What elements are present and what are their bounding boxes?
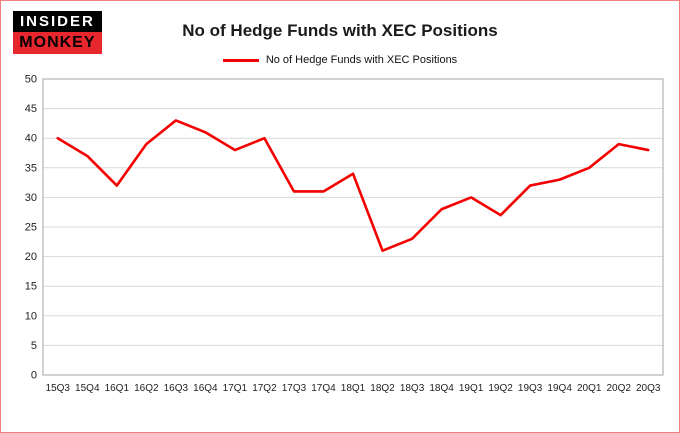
y-axis-tick-label: 20: [25, 251, 37, 263]
y-axis-tick-label: 40: [25, 133, 37, 145]
y-axis-tick-label: 45: [25, 103, 37, 115]
x-axis-tick-label: 17Q3: [282, 383, 307, 394]
y-axis-tick-label: 15: [25, 281, 37, 293]
data-line: [56, 119, 650, 252]
y-axis-tick-label: 0: [31, 370, 37, 382]
logo-text-insider: INSIDER: [13, 11, 102, 32]
line-chart: 0 5 10 15 20 25 30 35 40 45 50 15Q3 15Q4 16Q1 16Q2 16Q3…: [9, 71, 671, 414]
x-axis-tick-label: 16Q4: [193, 383, 218, 394]
x-axis-tick-label: 18Q4: [429, 383, 454, 394]
x-axis-tick-label: 17Q1: [223, 383, 248, 394]
x-axis-tick-label: 19Q1: [459, 383, 484, 394]
x-axis-tick-label: 19Q3: [518, 383, 543, 394]
x-axis-tick-label: 18Q3: [400, 383, 425, 394]
y-axis-tick-label: 25: [25, 222, 37, 234]
x-axis-tick-label: 17Q2: [252, 383, 277, 394]
y-axis-tick-label: 50: [25, 74, 37, 86]
x-axis-tick-label: 19Q2: [488, 383, 513, 394]
x-axis-tick-label: 16Q2: [134, 383, 159, 394]
x-axis-tick-label: 20Q1: [577, 383, 602, 394]
y-axis-tick-label: 30: [25, 192, 37, 204]
x-axis-tick-label: 18Q1: [341, 383, 366, 394]
y-axis-tick-label: 10: [25, 310, 37, 322]
x-axis-tick-label: 19Q4: [547, 383, 572, 394]
y-axis-tick-label: 35: [25, 162, 37, 174]
x-axis-tick-label: 18Q2: [370, 383, 395, 394]
legend-label: No of Hedge Funds with XEC Positions: [265, 54, 458, 66]
x-axis-tick-label: 20Q2: [606, 383, 631, 394]
x-axis-tick-label: 20Q3: [636, 383, 661, 394]
legend-line-swatch: [222, 58, 259, 62]
x-axis-tick-label: 17Q4: [311, 383, 336, 394]
chart-title: No of Hedge Funds with XEC Positions: [182, 21, 498, 40]
x-axis-tick-label: 16Q1: [105, 383, 130, 394]
chart-svg: 0 5 10 15 20 25 30 35 40 45 50 15Q3 15Q4 16Q1 16Q2 16Q3…: [25, 74, 664, 394]
y-axis-tick-label: 5: [31, 340, 37, 352]
x-axis-tick-label: 15Q3: [46, 383, 71, 394]
insider-monkey-logo: INSIDER MONKEY: [13, 11, 102, 54]
x-axis-tick-label: 16Q3: [164, 383, 189, 394]
legend: No of Hedge Funds with XEC Positions: [9, 53, 671, 67]
logo-text-monkey: MONKEY: [13, 32, 102, 54]
plot-border: [42, 78, 664, 376]
x-axis-tick-label: 15Q4: [75, 383, 100, 394]
